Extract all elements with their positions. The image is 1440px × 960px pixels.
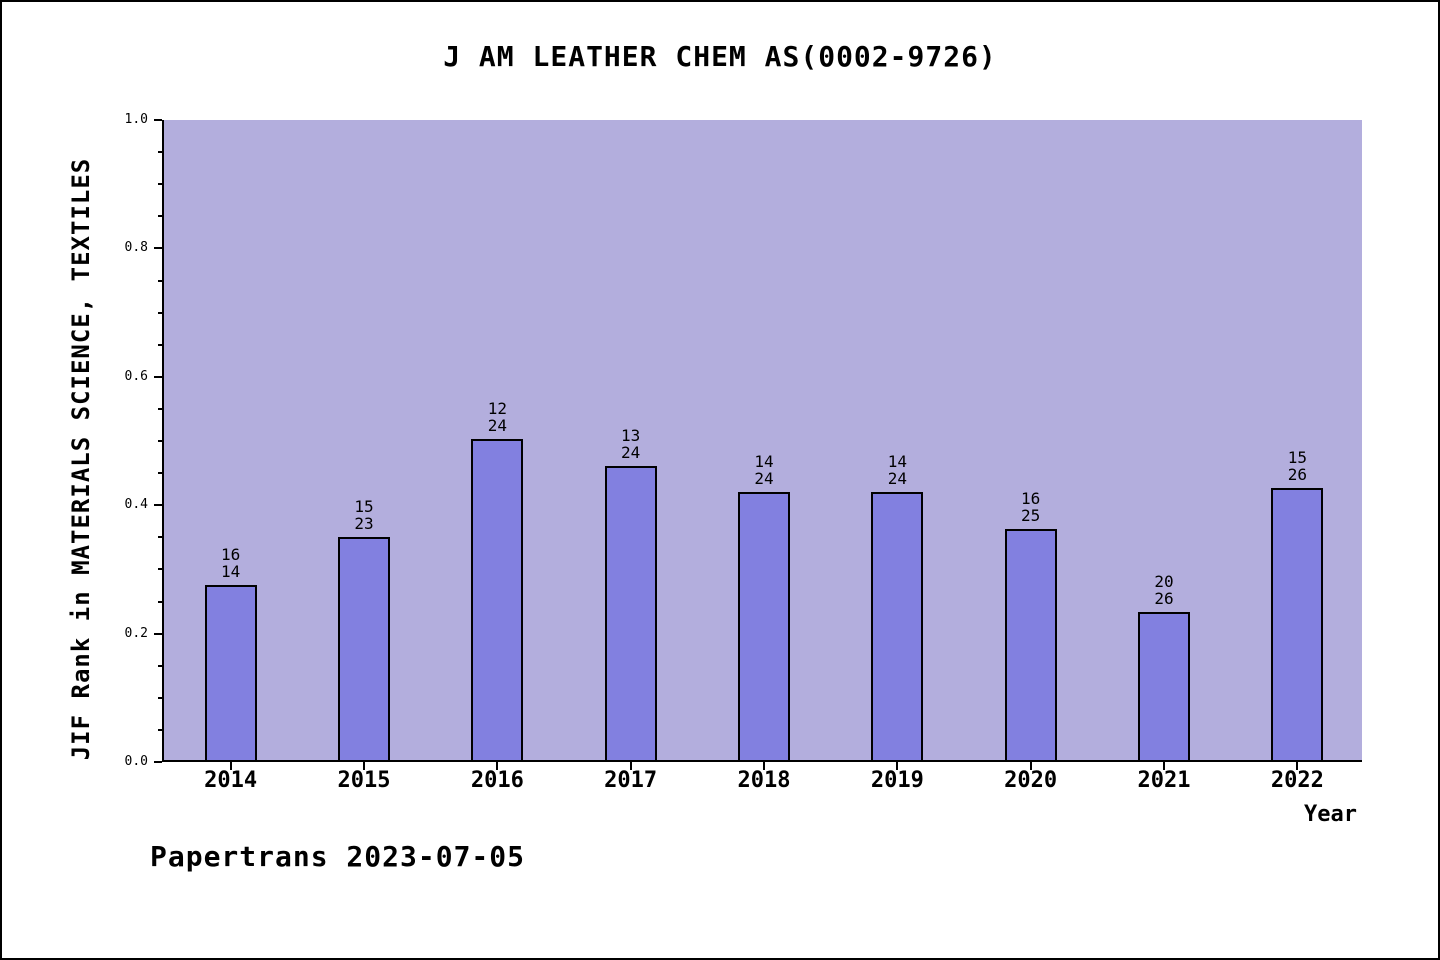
y-axis-tick-label: 0.0: [124, 754, 148, 769]
bar-2016: [471, 439, 524, 760]
x-axis-tick: [1163, 762, 1165, 770]
y-axis-minor-tick: [158, 215, 162, 218]
y-axis-tick-label: 0.8: [124, 240, 148, 256]
y-axis-minor-tick: [158, 664, 162, 667]
y-axis-minor-tick: [158, 151, 162, 154]
x-axis-tick-label-2018: 2018: [737, 768, 791, 793]
bar-2017: [604, 466, 657, 760]
y-axis-minor-tick: [158, 311, 162, 314]
y-axis-major-tick: [154, 504, 162, 507]
y-axis-minor-tick: [158, 440, 162, 442]
bar-2018: [738, 492, 790, 760]
y-axis-minor-tick: [158, 696, 162, 699]
watermark-date: Papertrans 2023-07-05: [150, 840, 526, 873]
x-axis-tick-label-2017: 2017: [604, 768, 658, 793]
y-axis-minor-tick: [158, 343, 162, 346]
y-axis-major-tick: [154, 761, 162, 763]
bar-value-label-2021: 20 26: [1154, 572, 1174, 608]
y-axis-minor-tick: [158, 472, 162, 475]
x-axis-tick: [763, 762, 765, 770]
x-axis-tick: [363, 762, 365, 770]
bar-value-label-2014: 16 14: [221, 545, 241, 581]
x-axis-tick-label-2020: 2020: [1004, 768, 1058, 793]
y-axis-tick-label: 1.0: [124, 112, 148, 127]
bar-value-label-2016: 12 24: [487, 399, 507, 435]
y-axis-title: JIF Rank in MATERIALS SCIENCE, TEXTILES: [67, 157, 95, 761]
x-axis-tick: [229, 762, 232, 770]
x-axis-tick-label-2019: 2019: [870, 768, 924, 793]
x-axis-tick: [629, 762, 632, 770]
y-axis-tick-label: 0.2: [124, 625, 148, 641]
bar-value-label-2022: 15 26: [1287, 448, 1307, 484]
bar-value-label-2020: 16 25: [1021, 489, 1041, 525]
bar-2021: [1138, 612, 1190, 760]
y-axis-minor-tick: [158, 600, 162, 603]
y-axis-tick-label: 0.6: [124, 368, 148, 384]
x-axis-tick: [496, 762, 499, 770]
y-axis-tick-label: 0.4: [124, 497, 148, 513]
bar-2015: [338, 537, 390, 760]
x-axis-tick-label-2016: 2016: [470, 768, 524, 793]
bar-value-label-2015: 15 23: [354, 497, 374, 533]
x-axis-tick-label-2022: 2022: [1270, 768, 1324, 793]
y-axis-minor-tick: [158, 536, 162, 539]
x-axis-tick: [1296, 762, 1299, 770]
bar-2022: [1271, 488, 1324, 760]
x-axis-tick-label-2014: 2014: [204, 768, 258, 793]
x-axis-tick-label-2015: 2015: [337, 768, 391, 793]
bar-2019: [871, 492, 924, 760]
bar-value-label-2019: 14 24: [887, 452, 907, 488]
y-axis-minor-tick: [158, 568, 162, 571]
bar-2020: [1004, 529, 1057, 760]
x-axis-tick-label-2021: 2021: [1137, 768, 1191, 793]
x-axis-tick: [1029, 762, 1032, 770]
bar-value-label-2018: 14 24: [754, 452, 774, 488]
y-axis-minor-tick: [158, 183, 162, 186]
plot-area: 0.0 0.2 0.4 0.6 0.8 1.0 16 14 2014 15 23 2015 12 24 20…: [125, 112, 1362, 793]
y-axis-minor-tick: [158, 407, 162, 410]
y-axis-minor-tick: [158, 728, 162, 731]
y-axis-major-tick: [154, 119, 162, 121]
bar-2014: [204, 585, 257, 760]
chart-title: J AM LEATHER CHEM AS(0002-9726): [443, 40, 997, 73]
bar-value-label-2017: 13 24: [621, 426, 641, 462]
y-axis-major-tick: [154, 632, 162, 635]
x-axis-tick: [896, 762, 899, 770]
y-axis-major-tick: [154, 247, 162, 250]
y-axis-minor-tick: [158, 279, 162, 282]
y-axis-major-tick: [154, 375, 162, 378]
x-axis-title: Year: [1304, 802, 1357, 827]
